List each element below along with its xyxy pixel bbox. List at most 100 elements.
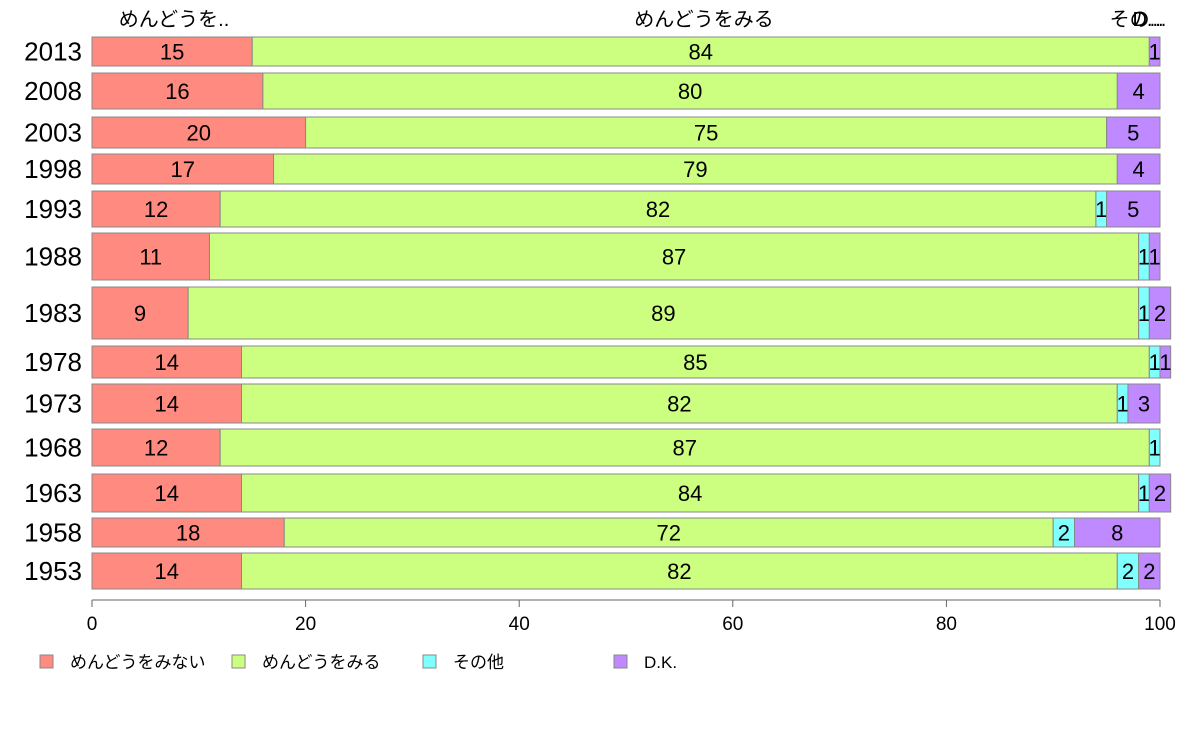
y-tick-label: 1993 (24, 194, 82, 224)
data-label: 1 (1095, 197, 1107, 222)
data-label: 82 (646, 197, 670, 222)
legend-swatch (231, 654, 246, 669)
data-label: 85 (683, 350, 707, 375)
legend-label: D.K. (644, 653, 677, 672)
y-tick-label: 2013 (24, 37, 82, 67)
bar-segment (91, 517, 285, 548)
legend-label: めんどうをみない (70, 653, 206, 672)
bar-segment (219, 428, 1150, 467)
data-label: 4 (1133, 79, 1145, 104)
data-label: 14 (155, 481, 179, 506)
bar-segment (91, 428, 221, 467)
bar-segment (91, 473, 243, 513)
data-label: 1 (1138, 481, 1150, 506)
y-tick-label: 1953 (24, 556, 82, 586)
bar-segment (219, 190, 1097, 228)
legend-label: めんどうをみる (262, 653, 381, 672)
bar-segment (91, 552, 243, 590)
x-tick-label: 40 (509, 614, 530, 635)
data-label: 9 (134, 301, 146, 326)
x-tick-label: 20 (295, 614, 316, 635)
data-label: 80 (678, 79, 702, 104)
series-header-label: D... (1132, 9, 1163, 31)
bar-segment (305, 116, 1108, 149)
x-tick-label: 60 (722, 614, 743, 635)
data-label: 84 (678, 481, 702, 506)
bar-segment (1116, 72, 1161, 110)
bar-segment (91, 116, 307, 149)
legend-swatch (422, 654, 437, 669)
data-label: 1 (1116, 392, 1128, 417)
bar-segment (91, 383, 243, 424)
data-label: 1 (1149, 436, 1161, 461)
bar-segment (283, 517, 1054, 548)
y-tick-label: 1973 (24, 389, 82, 419)
bar-segment (91, 345, 243, 379)
data-label: 3 (1138, 392, 1150, 417)
legend-swatch (39, 654, 54, 669)
y-tick-label: 1958 (24, 518, 82, 548)
data-label: 12 (144, 197, 168, 222)
data-label: 82 (667, 392, 691, 417)
bar-segment (91, 36, 253, 67)
data-label: 2 (1058, 521, 1070, 546)
data-label: 2 (1143, 559, 1155, 584)
bar-segment (1148, 232, 1161, 281)
data-label: 8 (1111, 521, 1123, 546)
data-label: 12 (144, 436, 168, 461)
bar-segment (1106, 190, 1161, 228)
series-header-label: めんどうを.. (119, 8, 230, 31)
series-header-label: その... (1110, 9, 1167, 31)
x-tick-label: 0 (87, 614, 98, 635)
y-tick-label: 1998 (24, 154, 82, 184)
legend-swatch (613, 654, 628, 669)
bar-segment (241, 345, 1150, 379)
bar-segment (273, 153, 1118, 185)
y-tick-label: 2008 (24, 76, 82, 106)
y-tick-label: 1963 (24, 478, 82, 508)
data-label: 1 (1138, 245, 1150, 270)
bar-segment (187, 286, 1140, 340)
bar-segment (208, 232, 1140, 281)
bar-segment (1148, 286, 1172, 340)
data-label: 18 (176, 521, 200, 546)
data-label: 5 (1127, 197, 1139, 222)
data-label: 1 (1149, 40, 1161, 65)
data-label: 14 (155, 392, 179, 417)
data-label: 20 (187, 121, 211, 146)
legend-label: その他 (453, 653, 504, 672)
data-label: 5 (1127, 121, 1139, 146)
data-label: 14 (155, 350, 179, 375)
data-label: 2 (1154, 481, 1166, 506)
x-tick-label: 100 (1144, 614, 1176, 635)
data-label: 17 (171, 157, 195, 182)
data-label: 2 (1154, 301, 1166, 326)
bar-segment (1148, 473, 1172, 513)
data-label: 15 (160, 40, 184, 65)
data-label: 82 (667, 559, 691, 584)
data-label: 1 (1138, 301, 1150, 326)
data-label: 16 (165, 79, 189, 104)
data-label: 4 (1133, 157, 1145, 182)
data-label: 1 (1149, 245, 1161, 270)
data-label: 1 (1149, 350, 1161, 375)
bar-segment (91, 190, 221, 228)
bar-segment (1159, 345, 1172, 379)
bar-segment (241, 552, 1118, 590)
bar-segment (241, 473, 1140, 513)
data-label: 14 (155, 559, 179, 584)
y-tick-label: 1978 (24, 347, 82, 377)
bar-segment (91, 286, 189, 340)
bar-segment (91, 153, 275, 185)
bar-segment (251, 36, 1150, 67)
y-tick-label: 1988 (24, 242, 82, 272)
series-header-label: めんどうをみる (634, 8, 773, 31)
x-tick-label: 80 (936, 614, 957, 635)
data-label: 72 (656, 521, 680, 546)
y-tick-label: 2003 (24, 118, 82, 148)
data-label: 2 (1122, 559, 1134, 584)
data-label: 79 (683, 157, 707, 182)
data-label: 1 (1159, 350, 1171, 375)
